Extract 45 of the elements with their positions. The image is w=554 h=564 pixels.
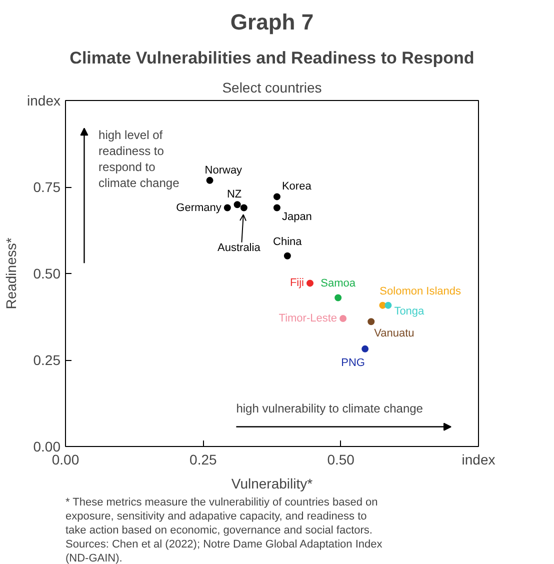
point <box>240 204 248 212</box>
point <box>384 302 392 309</box>
annotation: high vulnerability to climate change <box>236 401 424 416</box>
series-label: PNG <box>341 356 365 369</box>
annotation: high level of readiness to respond to climate change <box>98 128 180 190</box>
point <box>368 318 375 326</box>
y-tick-label: index <box>27 92 60 108</box>
point <box>284 252 291 260</box>
x-tick-label: 0.00 <box>52 452 80 468</box>
series-label: Germany <box>176 202 222 214</box>
y-tick-label: 0.50 <box>33 266 61 282</box>
x-tick-label: index <box>462 452 496 468</box>
series-label: Samoa <box>320 278 356 290</box>
y-axis-title: Readiness* <box>3 237 20 310</box>
x-axis-title: Vulnerability* <box>231 476 314 492</box>
point <box>362 345 369 352</box>
text: Australia <box>218 242 262 254</box>
series-label: Timor-Leste <box>278 312 338 324</box>
y-tick-label: 0.75 <box>33 179 61 195</box>
point <box>340 314 347 322</box>
series-label: Fiji <box>290 277 304 290</box>
y-tick-label: 0.00 <box>33 438 61 454</box>
series-label: Tonga <box>394 305 426 318</box>
point <box>206 176 214 184</box>
point <box>334 294 342 302</box>
series-label: NZ <box>226 188 242 201</box>
point <box>234 201 241 208</box>
series-label: Norway <box>204 164 243 176</box>
series-label: China <box>273 236 303 248</box>
text: Select countries <box>222 80 322 96</box>
point <box>273 204 280 212</box>
series-label: Solomon Islands <box>380 285 462 298</box>
chart-title: Graph 7 <box>230 10 314 34</box>
source-note: Sources: Chen et al (2022); Notre Dame Global Adaptation Index (ND-GAIN). <box>66 538 383 564</box>
series-label: Korea <box>282 180 312 193</box>
text: * These metrics measure the vulnerabilitiy of countries based on exposure, sensitivity and adapative capacity, and readiness to take action based on economic, governance and social factors. <box>66 496 378 536</box>
chart-subtitle: Climate Vulnerabilities and Readiness to Respond <box>70 48 474 68</box>
y-tick-label: 0.25 <box>33 352 61 368</box>
point <box>306 280 314 287</box>
point <box>273 193 280 200</box>
series-label: Japan <box>282 210 312 223</box>
x-tick-label: 0.50 <box>327 452 355 468</box>
x-tick-label: 0.25 <box>190 452 218 468</box>
point <box>224 204 231 212</box>
series-label: Vanuatu <box>374 328 414 340</box>
